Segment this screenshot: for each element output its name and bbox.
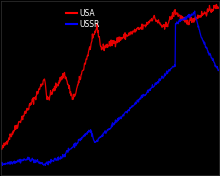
Legend: USA, USSR: USA, USSR [66,9,100,29]
